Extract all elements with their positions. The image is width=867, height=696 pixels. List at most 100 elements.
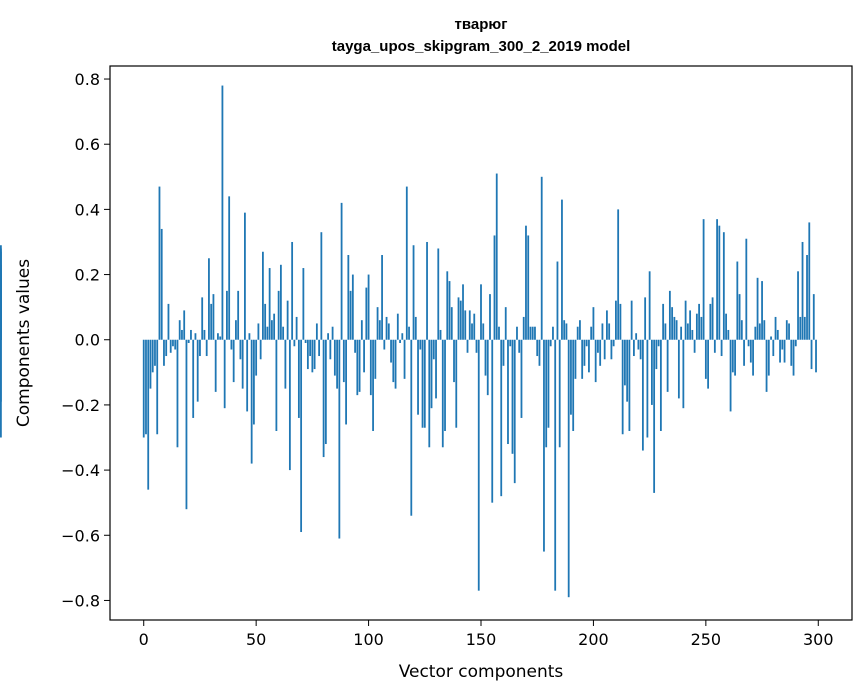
x-tick-label: 100: [353, 630, 384, 649]
bar: [731, 339, 734, 373]
bar: [491, 339, 494, 503]
bar: [486, 339, 489, 396]
bar: [149, 339, 152, 389]
bar: [286, 300, 289, 340]
bar: [682, 339, 685, 409]
bar: [228, 196, 231, 340]
bar: [518, 339, 521, 353]
bar: [675, 320, 678, 340]
x-axis-ticks: 0 50 100 150 200 250 300: [139, 620, 834, 649]
bar: [673, 316, 676, 340]
bar: [262, 251, 264, 340]
bar: [408, 326, 410, 340]
bar: [693, 339, 696, 353]
bar: [495, 173, 498, 340]
bar: [351, 274, 354, 340]
bar: [392, 339, 395, 383]
y-tick-label: −0.4: [61, 461, 100, 480]
bar: [205, 339, 208, 357]
bar: [457, 297, 460, 340]
bar: [219, 336, 222, 340]
bar: [657, 339, 660, 347]
bar: [635, 333, 638, 340]
bar: [626, 339, 629, 402]
bar: [331, 326, 334, 340]
bar: [320, 232, 323, 340]
bar: [441, 339, 444, 448]
bar: [365, 287, 368, 340]
bar: [199, 339, 201, 357]
bar: [187, 339, 190, 343]
bar: [394, 339, 397, 389]
bar: [163, 339, 165, 366]
bar: [792, 339, 795, 376]
bar: [273, 313, 276, 340]
bar: [412, 245, 415, 340]
bar: [322, 339, 325, 458]
bar: [743, 339, 745, 366]
bar: [430, 339, 433, 409]
bar: [417, 339, 419, 415]
bar: [511, 339, 514, 454]
bar: [399, 339, 401, 343]
bar: [666, 339, 669, 392]
bar: [783, 339, 786, 363]
bar: [338, 339, 341, 539]
bar: [145, 339, 147, 435]
bar: [480, 284, 482, 340]
y-tick-label: 0.4: [75, 200, 100, 219]
bar: [190, 329, 192, 340]
bar: [172, 339, 174, 347]
bar: [462, 284, 464, 340]
bar: [313, 339, 316, 370]
bar: [572, 339, 575, 431]
bar: [650, 339, 653, 405]
bar: [747, 339, 750, 347]
bar: [327, 333, 329, 340]
bar: [284, 339, 287, 389]
bar: [226, 290, 228, 340]
bar: [592, 307, 595, 340]
bar: [785, 320, 788, 340]
bar: [255, 339, 258, 376]
bar: [617, 209, 620, 340]
y-tick-label: −0.2: [61, 396, 100, 415]
y-tick-label: 0.2: [75, 266, 100, 285]
bar: [387, 323, 390, 340]
bar: [232, 339, 235, 383]
bar: [677, 339, 680, 399]
bar: [815, 339, 817, 373]
bar: [336, 339, 338, 389]
bar: [561, 199, 563, 340]
x-axis-label: Vector components: [399, 662, 564, 682]
bar: [610, 339, 613, 360]
bar: [401, 333, 404, 340]
bar: [363, 339, 365, 373]
bar: [763, 320, 766, 340]
bar: [217, 333, 219, 340]
bar: [581, 339, 584, 379]
bar: [282, 326, 285, 340]
x-tick-label: 50: [246, 630, 266, 649]
bar: [158, 186, 161, 340]
bar: [727, 329, 730, 340]
bar: [585, 339, 588, 347]
bar: [235, 320, 237, 340]
bar: [736, 261, 739, 340]
bar: [347, 255, 350, 340]
bar: [808, 222, 811, 340]
bar: [185, 339, 188, 510]
bar: [758, 323, 761, 340]
bar: [500, 339, 503, 497]
bar: [324, 339, 327, 445]
bar: [713, 339, 716, 353]
bar: [659, 339, 662, 431]
bar: [426, 241, 428, 340]
bar: [372, 339, 374, 431]
bar: [246, 339, 249, 412]
bar: [468, 310, 471, 340]
bar: [527, 235, 530, 340]
y-tick-label: 0.6: [75, 135, 100, 154]
bar: [525, 225, 527, 340]
